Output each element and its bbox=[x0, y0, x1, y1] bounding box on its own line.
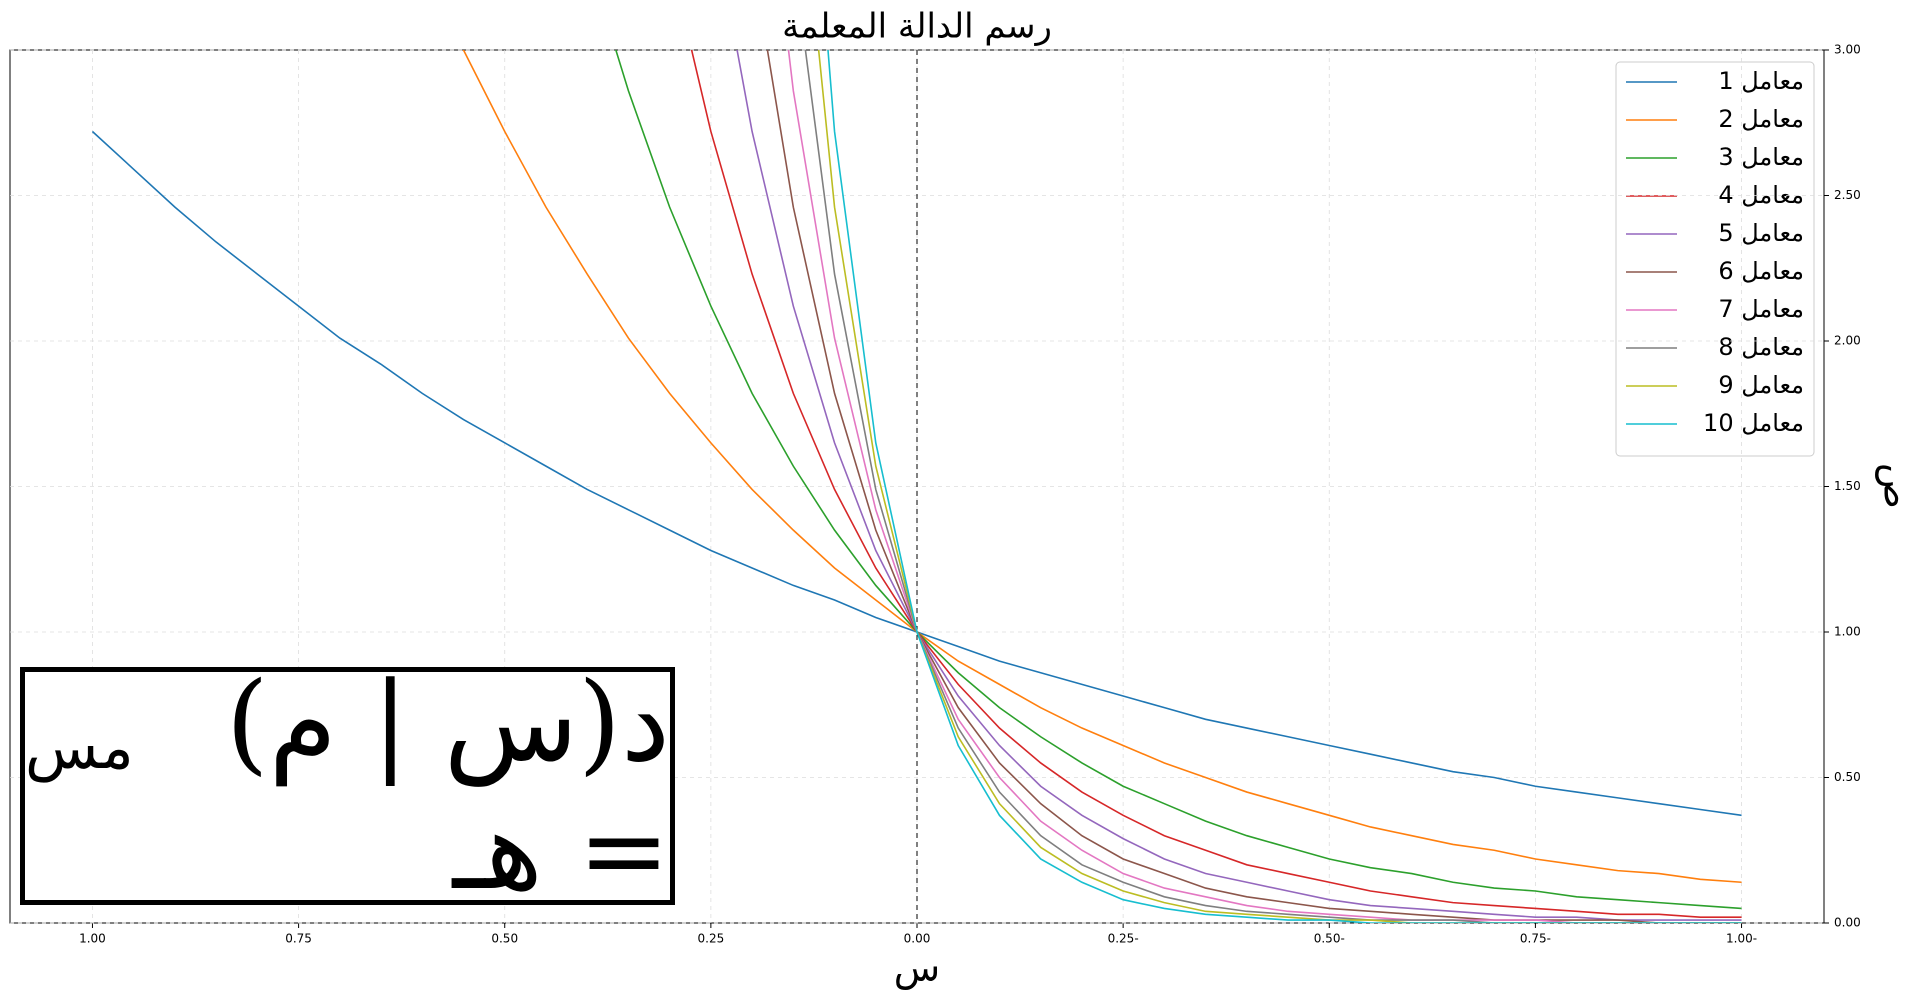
y-tick-label: 3.00 bbox=[1834, 43, 1861, 57]
legend-label: معامل 5 bbox=[1718, 219, 1804, 247]
y-tick-label: 2.50 bbox=[1834, 188, 1861, 202]
formula-exponent: مس bbox=[25, 713, 134, 783]
x-tick-label: 0.75 bbox=[285, 932, 312, 946]
y-tick-label: 2.00 bbox=[1834, 334, 1861, 348]
formula-box: د(س | م) = هـ مس bbox=[20, 658, 675, 914]
series-line bbox=[804, 50, 1742, 923]
x-tick-label: 0.25 bbox=[698, 932, 725, 946]
series-line bbox=[817, 50, 1742, 923]
y-tick-label: 1.00 bbox=[1834, 625, 1861, 639]
legend-label: معامل 2 bbox=[1718, 105, 1804, 133]
legend-label: معامل 4 bbox=[1718, 181, 1804, 209]
x-tick-label: 1.00- bbox=[1726, 932, 1757, 946]
legend-label: معامل 3 bbox=[1718, 143, 1804, 171]
chart-title: رسم الدالة المعلمة bbox=[782, 7, 1052, 47]
x-axis-label: س bbox=[894, 946, 940, 990]
formula-main: د(س | م) = هـ bbox=[225, 658, 670, 914]
x-tick-label: 0.75- bbox=[1520, 932, 1551, 946]
y-tick-label: 1.50 bbox=[1834, 479, 1861, 493]
y-axis-label: ص bbox=[1875, 463, 1920, 509]
legend-label: معامل 1 bbox=[1718, 67, 1804, 95]
legend-box bbox=[1615, 61, 1815, 457]
series-line bbox=[736, 50, 1742, 921]
legend-label: معامل 7 bbox=[1718, 295, 1804, 323]
y-tick-label: 0.50 bbox=[1834, 770, 1861, 784]
x-tick-label: 0.00 bbox=[904, 932, 931, 946]
series-line bbox=[615, 50, 1742, 910]
x-tick-label: 1.00 bbox=[79, 932, 106, 946]
legend: معامل 1 معامل 2 معامل 3 معامل 4 معامل 5 معامل… bbox=[1615, 61, 1815, 457]
x-tick-label: 0.50 bbox=[491, 932, 518, 946]
legend-label: معامل 9 bbox=[1718, 371, 1804, 399]
legend-label: معامل 8 bbox=[1718, 333, 1804, 361]
legend-label: معامل 6 bbox=[1718, 257, 1804, 285]
x-tick-label: 0.50- bbox=[1314, 932, 1345, 946]
legend-label: معامل 10 bbox=[1703, 409, 1804, 437]
series-line bbox=[462, 50, 1742, 884]
x-tick-label: 0.25- bbox=[1108, 932, 1139, 946]
series-line bbox=[690, 50, 1742, 918]
series-line bbox=[827, 50, 1742, 923]
y-tick-label: 0.00 bbox=[1834, 916, 1861, 930]
